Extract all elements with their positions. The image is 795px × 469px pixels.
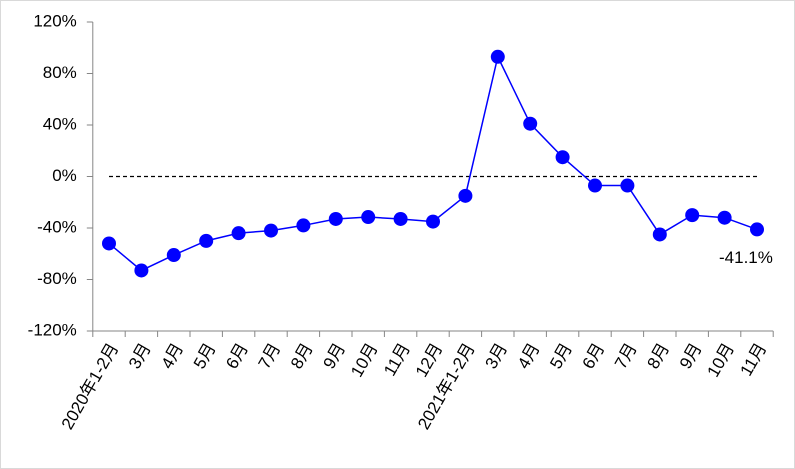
marker [490, 49, 505, 64]
marker [328, 211, 343, 226]
marker [523, 116, 538, 131]
y-tick-label: 80% [43, 63, 77, 82]
marker [588, 178, 602, 193]
data-label: -41.1% [719, 248, 773, 267]
marker [296, 218, 311, 233]
y-tick-label: -80% [37, 269, 77, 288]
y-tick-label: 0% [52, 166, 77, 185]
marker [134, 263, 149, 278]
marker [102, 236, 116, 251]
marker [393, 211, 408, 226]
marker [166, 248, 181, 263]
marker [685, 208, 700, 223]
marker [717, 210, 732, 225]
marker [652, 227, 667, 242]
y-tick-label: -120% [28, 320, 77, 339]
marker [458, 188, 473, 203]
y-tick-label: 40% [43, 114, 77, 133]
marker [750, 222, 764, 237]
marker [426, 214, 440, 229]
y-tick-label: 120% [33, 11, 76, 30]
marker [199, 233, 214, 248]
marker [231, 226, 246, 241]
y-tick-label: -40% [37, 217, 77, 236]
marker [620, 178, 635, 193]
marker [555, 150, 570, 165]
marker [361, 210, 376, 225]
marker [264, 223, 278, 238]
